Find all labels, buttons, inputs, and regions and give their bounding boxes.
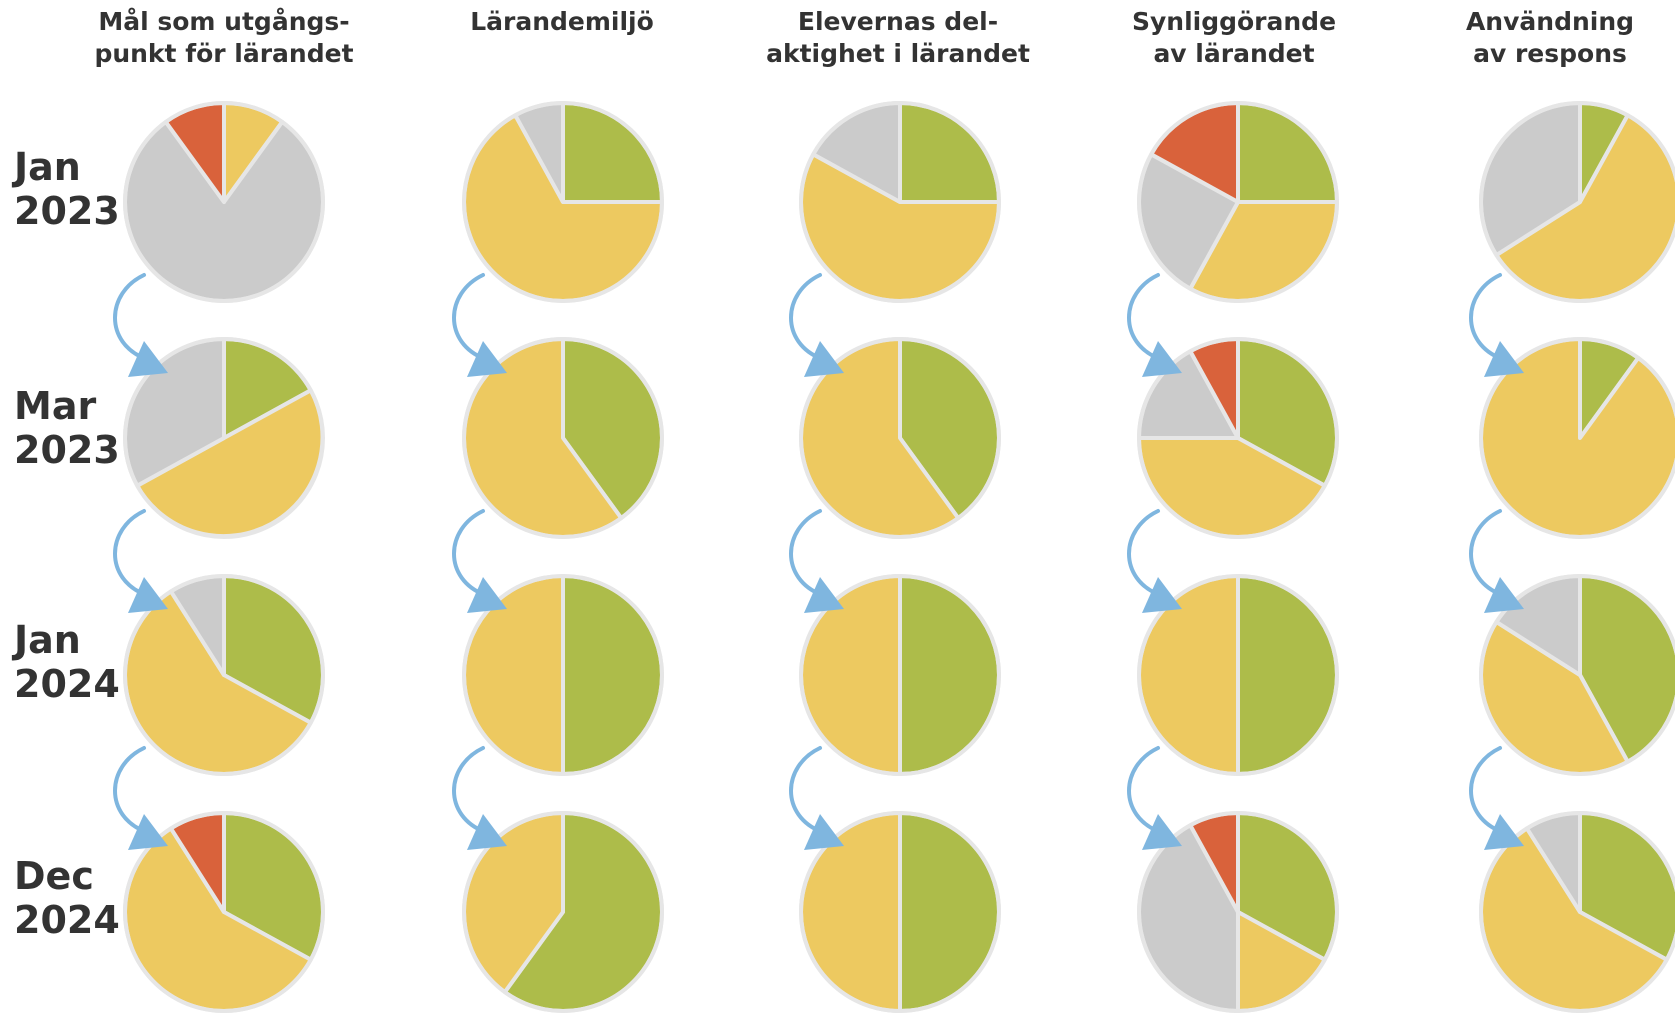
pie-outline	[799, 337, 1001, 539]
pie-chart	[1137, 101, 1339, 303]
pie-outline	[462, 574, 664, 776]
transition-arrow-icon	[113, 509, 168, 613]
row-label-mar-2023: Mar 2023	[14, 384, 120, 472]
pie-chart	[1479, 811, 1675, 1013]
row-label-jan-2024: Jan 2024	[14, 618, 120, 706]
row-label-dec-2024: Dec 2024	[14, 854, 120, 942]
transition-arrow-icon	[452, 746, 507, 850]
transition-arrow-icon	[113, 746, 168, 850]
pie-outline	[462, 811, 664, 1013]
transition-arrow-icon	[1469, 509, 1524, 613]
transition-arrow-icon	[1127, 273, 1182, 377]
transition-arrow-icon	[789, 273, 844, 377]
transition-arrow-icon	[452, 509, 507, 613]
transition-arrow-icon	[789, 509, 844, 613]
pie-outline	[123, 337, 325, 539]
pie-outline	[799, 101, 1001, 303]
pie-outline	[1479, 101, 1675, 303]
pie-outline	[1137, 337, 1339, 539]
pie-chart	[123, 101, 325, 303]
transition-arrow-icon	[113, 273, 168, 377]
column-title-visible-learning: Synliggörande av lärandet	[1131, 7, 1337, 68]
pie-outline	[1137, 811, 1339, 1013]
pie-slice-green	[898, 811, 1001, 1013]
column-title-use-of-feedback: Användning av respons	[1465, 7, 1635, 68]
column-title-goals: Mål som utgångs- punkt för lärandet	[94, 7, 354, 68]
pie-chart	[462, 337, 664, 539]
pie-chart	[1479, 574, 1675, 776]
pie-chart	[462, 101, 664, 304]
transition-arrow-icon	[1469, 273, 1524, 377]
transition-arrow-icon	[1469, 746, 1524, 850]
pie-chart	[799, 337, 1001, 539]
pie-outline	[1137, 574, 1339, 776]
pie-chart	[462, 574, 664, 776]
transition-arrow-icon	[1127, 509, 1182, 613]
column-title-learning-environment: Lärandemiljö	[470, 7, 654, 36]
pie-outline	[462, 337, 664, 539]
column-title-student-participation: Elevernas del- aktighet i lärandet	[766, 7, 1030, 68]
pie-outline	[1137, 101, 1339, 303]
row-label-jan-2023: Jan 2023	[14, 145, 120, 233]
pie-outline	[799, 811, 1001, 1013]
pie-outline	[1479, 337, 1675, 539]
pie-outline	[123, 811, 325, 1013]
pie-chart	[123, 574, 325, 776]
pie-chart	[123, 811, 325, 1013]
pie-chart	[1137, 811, 1339, 1013]
pie-chart	[799, 101, 1001, 304]
pie-slice-green	[1236, 574, 1339, 776]
pie-outline	[123, 574, 325, 776]
pie-slice-green	[561, 574, 664, 776]
pie-chart	[1137, 337, 1339, 539]
pie-chart	[1479, 101, 1675, 303]
transition-arrow-icon	[789, 746, 844, 850]
pie-outline	[123, 101, 325, 303]
pie-chart	[123, 337, 325, 539]
pie-chart	[799, 574, 1001, 776]
pie-outline	[799, 574, 1001, 776]
pie-chart	[1479, 337, 1675, 539]
transition-arrow-icon	[452, 273, 507, 377]
pie-chart	[799, 811, 1001, 1013]
pie-chart	[462, 811, 664, 1013]
pie-chart	[1137, 574, 1339, 776]
pie-slice-green	[898, 574, 1001, 776]
pie-outline	[1479, 574, 1675, 776]
transition-arrow-icon	[1127, 746, 1182, 850]
pie-outline	[1479, 811, 1675, 1013]
pie-outline	[462, 101, 664, 303]
